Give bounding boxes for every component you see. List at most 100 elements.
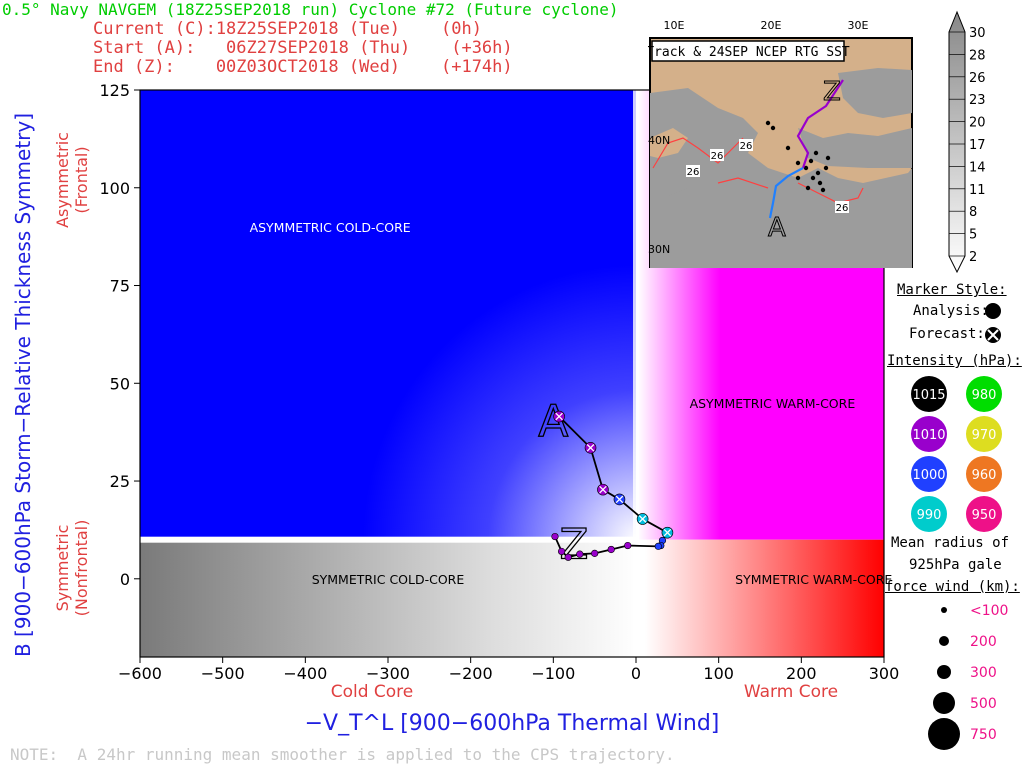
intensity-swatch-label: 1010 — [912, 428, 945, 443]
intensity-swatch — [911, 376, 947, 412]
x-tick-label: −200 — [449, 664, 493, 683]
colorbar-label: 30 — [969, 26, 986, 41]
analysis-marker-icon — [985, 303, 1001, 319]
inset-island — [808, 158, 814, 164]
y-tick-label: 75 — [110, 277, 130, 296]
intensity-swatch — [911, 496, 947, 532]
radius-swatch — [937, 665, 951, 679]
inset-lat-label: 40N — [648, 134, 670, 147]
legend-marker-style-title: Marker Style: — [897, 282, 1007, 298]
y-tick-label: 0 — [120, 570, 130, 589]
intensity-swatch-label: 960 — [972, 468, 997, 483]
y-tick-label: 50 — [110, 374, 130, 393]
inset-island — [820, 187, 826, 193]
radius-swatch — [928, 718, 960, 750]
colorbar-label: 5 — [969, 228, 977, 243]
x-tick-label: 0 — [631, 664, 641, 683]
inset-a-marker: A — [768, 213, 786, 243]
x-tick-label: −600 — [118, 664, 162, 683]
inset-map: 10E 20E 30E 40N 30N 26 26 26 26 Z A Trac… — [648, 19, 913, 268]
radius-swatch — [933, 692, 955, 714]
y-asymmetric-label: Asymmetric(Frontal) — [53, 132, 91, 228]
colorbar-label: 11 — [969, 183, 986, 198]
track-point-cross — [663, 528, 672, 537]
colorbar-label: 23 — [969, 93, 986, 108]
track-point-cross — [599, 485, 607, 494]
x-cold-core-label: Cold Core — [331, 682, 414, 702]
colorbar-bar — [948, 10, 966, 273]
track-point-cross — [555, 412, 563, 421]
colorbar-label: 2 — [969, 250, 977, 265]
colorbar-label: 17 — [969, 138, 986, 153]
intensity-swatch — [966, 376, 1002, 412]
track-end-marker: Z — [560, 520, 589, 569]
inset-track — [768, 167, 804, 219]
colorbar-label: 28 — [969, 48, 986, 63]
header-end-time: End (Z): 00Z03OCT2018 (Wed) (+174h) — [93, 57, 513, 77]
inset-island — [803, 165, 809, 171]
intensity-swatch — [966, 496, 1002, 532]
inset-lon-label: 20E — [761, 19, 782, 32]
colorbar-label: 8 — [969, 205, 977, 220]
inset-lat-label: 30N — [648, 243, 670, 256]
intensity-swatch-label: 1000 — [912, 468, 945, 483]
legend-analysis-label: Analysis: — [913, 303, 989, 319]
x-tick-label: −500 — [201, 664, 245, 683]
y-tick-label: 25 — [110, 472, 130, 491]
intensity-swatch — [966, 416, 1002, 452]
region-symmetric-cold-core — [140, 539, 636, 657]
track-point — [576, 550, 584, 558]
intensity-swatch-label: 970 — [972, 428, 997, 443]
colorbar-label: 14 — [969, 160, 986, 175]
x-tick-label: −400 — [283, 664, 327, 683]
header-current-time: Current (C):18Z25SEP2018 (Tue) (0h) — [93, 19, 482, 39]
region-divider — [140, 536, 636, 543]
track-point — [591, 549, 599, 557]
y-symmetric-label: Symmetric(Nonfrontal) — [53, 520, 91, 617]
radius-label: 500 — [970, 696, 997, 712]
legend-radius-title-3: force wind (km): — [885, 579, 1020, 595]
intensity-swatch — [911, 416, 947, 452]
inset-sst-label: 26 — [687, 167, 700, 178]
inset-sea — [838, 68, 912, 118]
intensity-swatch — [966, 456, 1002, 492]
x-tick-label: 300 — [869, 664, 900, 683]
track-point-cross — [638, 515, 647, 523]
sst-colorbar: 30 28 26 23 20 17 14 11 8 5 2 — [948, 10, 986, 273]
inset-island — [825, 155, 831, 161]
inset-title: Track & 24SEP NCEP RTG SST — [648, 45, 850, 60]
footnote: NOTE: A 24hr running mean smoother is ap… — [10, 745, 675, 764]
radius-label: <100 — [970, 603, 1008, 619]
intensity-swatch-label: 950 — [972, 508, 997, 523]
intensity-swatch-label: 990 — [917, 508, 942, 523]
inset-z-marker: Z — [823, 77, 841, 107]
inset-sst-label: 26 — [711, 151, 724, 162]
intensity-swatch-label: 980 — [972, 388, 997, 403]
track-point — [564, 553, 572, 561]
colorbar-label: 20 — [969, 116, 986, 131]
track-point-cross — [586, 444, 595, 452]
header-start-time: Start (A): 06Z27SEP2018 (Thu) (+36h) — [93, 38, 513, 58]
radius-swatch — [941, 607, 947, 613]
x-tick-label: −100 — [531, 664, 575, 683]
inset-island — [813, 150, 819, 156]
legend-radius-title-1: Mean radius of — [891, 535, 1010, 551]
track-point — [607, 545, 615, 554]
intensity-swatch-label: 1015 — [912, 388, 945, 403]
x-tick-label: −300 — [366, 664, 410, 683]
inset-island — [795, 160, 801, 166]
inset-land — [798, 108, 848, 130]
legend-radius-list: <100 200 300 500 750 — [928, 603, 1008, 750]
colorbar-label: 26 — [969, 71, 986, 86]
inset-sea — [650, 88, 912, 268]
inset-sst-label: 26 — [836, 203, 849, 214]
inset-island — [805, 185, 811, 191]
x-tick-label: 200 — [786, 664, 817, 683]
inset-title-box — [651, 40, 845, 62]
region-asymmetric-cold-core — [140, 90, 636, 540]
inset-island — [817, 180, 823, 186]
inset-island — [815, 170, 821, 176]
legend-marker-icons — [985, 303, 1001, 343]
region-label: ASYMMETRIC WARM-CORE — [690, 396, 856, 411]
